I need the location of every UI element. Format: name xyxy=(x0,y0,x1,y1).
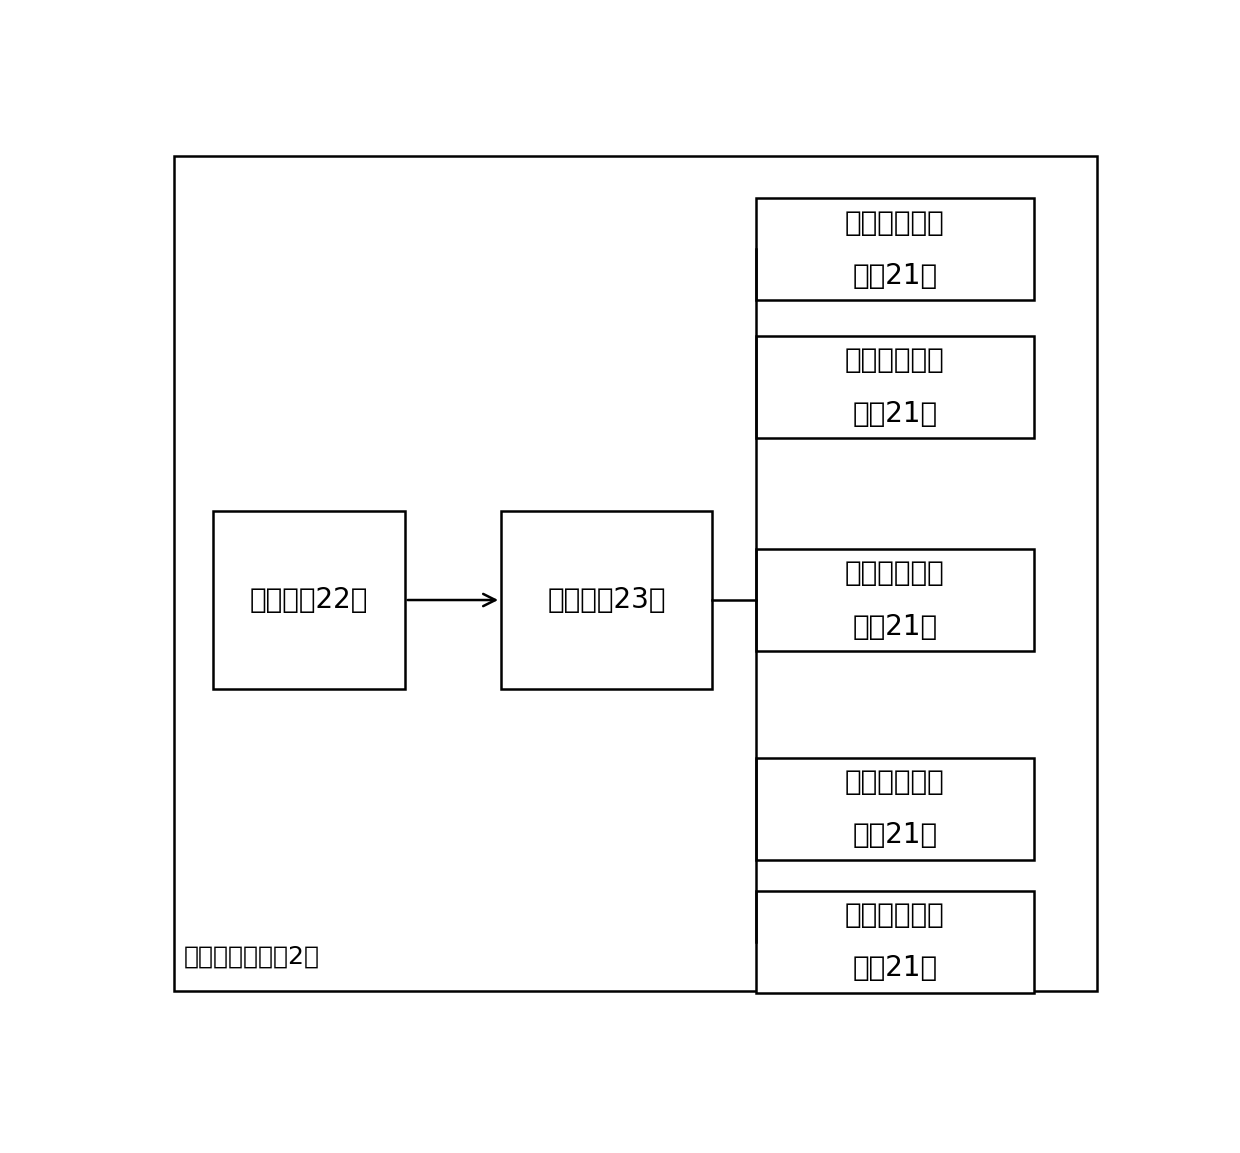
Bar xyxy=(755,198,1034,301)
Text: 单片机（22）: 单片机（22） xyxy=(249,586,368,615)
Bar xyxy=(755,336,1034,438)
Bar xyxy=(755,549,1034,651)
Text: 单片机（23）: 单片机（23） xyxy=(547,586,666,615)
Text: 数字温度传感: 数字温度传感 xyxy=(846,209,945,236)
Text: 温度采集装置（2）: 温度采集装置（2） xyxy=(184,944,320,969)
Text: 数字温度传感: 数字温度传感 xyxy=(846,346,945,375)
Text: 器（21）: 器（21） xyxy=(852,821,937,850)
Text: 数字温度传感: 数字温度传感 xyxy=(846,902,945,929)
Bar xyxy=(755,758,1034,860)
Bar xyxy=(755,891,1034,993)
Bar xyxy=(213,511,404,688)
Text: 器（21）: 器（21） xyxy=(852,262,937,289)
Text: 器（21）: 器（21） xyxy=(852,955,937,982)
Text: 数字温度传感: 数字温度传感 xyxy=(846,768,945,796)
Bar xyxy=(501,511,712,688)
Text: 器（21）: 器（21） xyxy=(852,400,937,428)
Text: 数字温度传感: 数字温度传感 xyxy=(846,559,945,587)
Text: 器（21）: 器（21） xyxy=(852,612,937,641)
